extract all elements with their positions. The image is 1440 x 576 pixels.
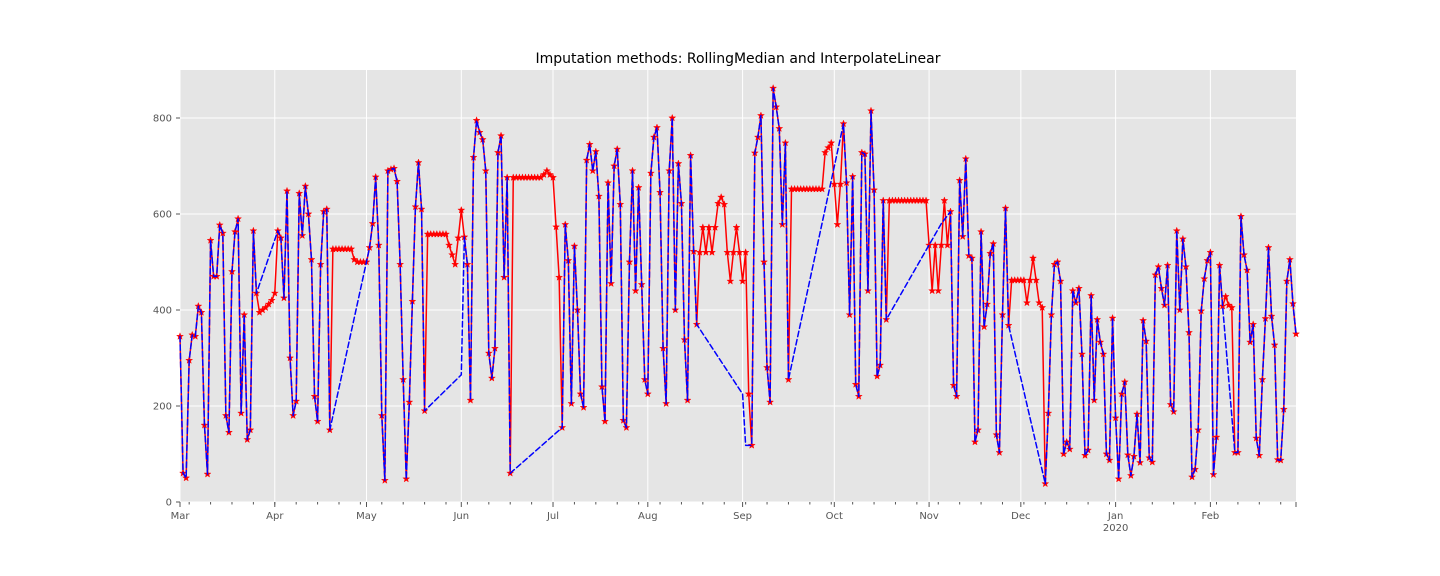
series-line-interpolate_linear <box>179 87 1297 485</box>
data-point <box>457 205 466 214</box>
x-tick-label: Nov <box>919 511 939 522</box>
data-point <box>833 220 842 228</box>
series-layer <box>176 84 1300 488</box>
data-point <box>741 248 750 256</box>
data-point <box>821 148 830 156</box>
x-tick-label: Jul <box>546 511 559 522</box>
data-point <box>1022 298 1031 307</box>
data-point <box>726 277 735 285</box>
grid-lines <box>179 70 1296 503</box>
data-point <box>552 222 561 231</box>
data-point <box>601 417 609 425</box>
data-point <box>1032 276 1041 284</box>
data-point <box>448 250 457 259</box>
plot-area <box>180 70 1296 502</box>
data-point <box>922 196 931 204</box>
data-point <box>934 286 943 295</box>
data-point <box>1221 292 1230 300</box>
x-tick-label: Oct <box>826 511 843 522</box>
axes: 0 200 400 600 800 Mar Apr May Jun Jul Aug Sep Oct Nov… <box>153 114 1297 534</box>
y-tick-label: 400 <box>153 306 172 317</box>
data-point <box>711 223 720 231</box>
data-point <box>267 296 276 304</box>
data-point <box>264 300 273 308</box>
data-point <box>1038 303 1047 311</box>
data-point <box>943 241 952 249</box>
data-point <box>442 229 450 238</box>
data-point <box>717 193 726 201</box>
y-tick-label: 800 <box>153 114 172 125</box>
x-tick-label: Aug <box>638 511 658 522</box>
data-point <box>940 196 949 204</box>
x-tick-label: Jan <box>1107 511 1123 522</box>
x-tick-label: May <box>356 511 377 522</box>
data-point <box>708 248 716 256</box>
data-point <box>451 260 460 268</box>
data-point <box>836 180 845 188</box>
series-interpolate_linear <box>179 87 1297 485</box>
data-point <box>454 233 463 242</box>
x-tick-label: Apr <box>266 511 284 522</box>
y-tick-label: 0 <box>166 498 172 509</box>
data-point <box>347 244 356 253</box>
data-point <box>1029 253 1038 262</box>
y-tick-label: 200 <box>153 402 172 413</box>
x-tick-label: Sep <box>733 511 752 522</box>
data-point <box>466 396 475 404</box>
data-point <box>738 277 747 285</box>
data-point <box>1035 298 1044 307</box>
x-tick-label: Feb <box>1202 511 1220 522</box>
data-point <box>744 389 753 398</box>
data-point <box>714 199 723 207</box>
x-tick-label: Dec <box>1011 511 1030 522</box>
data-point <box>720 200 729 208</box>
data-point <box>1227 303 1236 311</box>
data-point <box>980 322 989 331</box>
data-point <box>747 441 756 449</box>
data-point <box>1114 474 1123 483</box>
data-point <box>555 273 564 281</box>
y-tick-label: 600 <box>153 210 172 221</box>
data-point <box>402 474 411 483</box>
data-point <box>732 223 741 231</box>
data-point <box>827 138 836 147</box>
data-point <box>545 170 554 179</box>
data-point <box>549 173 557 181</box>
data-point <box>824 143 833 152</box>
chart-title: Imputation methods: RollingMedian and In… <box>535 51 940 67</box>
data-point <box>445 241 454 249</box>
data-point <box>1292 329 1300 338</box>
data-point <box>182 473 191 482</box>
data-point <box>542 166 551 175</box>
x-tick-label: Mar <box>171 511 191 522</box>
x-tick-sublabel: 2020 <box>1103 523 1128 534</box>
data-point <box>631 286 640 295</box>
data-point <box>1148 457 1157 466</box>
data-point <box>818 184 827 193</box>
data-point <box>588 166 597 175</box>
data-point <box>784 375 793 383</box>
data-point <box>270 289 279 297</box>
x-tick-label: Jun <box>452 511 469 522</box>
data-point <box>261 303 270 311</box>
